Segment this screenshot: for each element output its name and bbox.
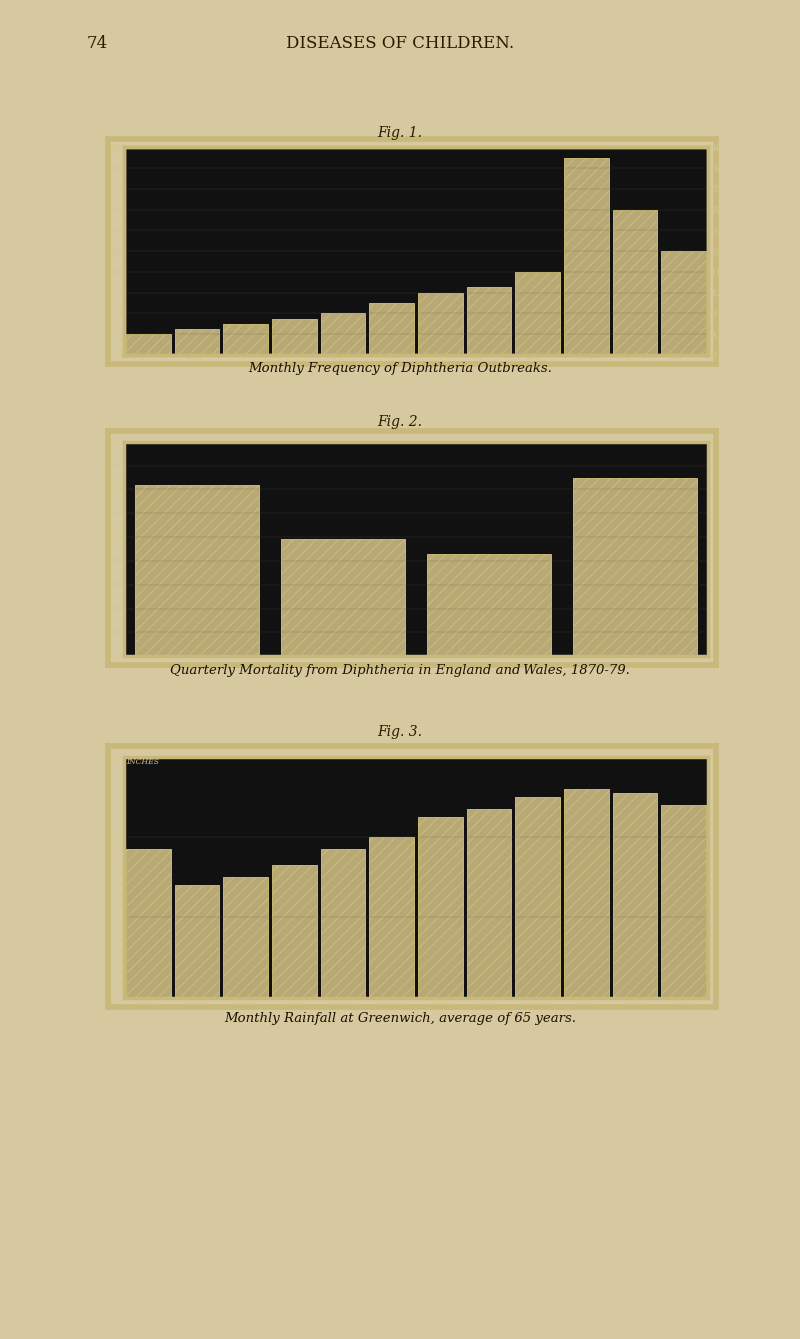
- Bar: [427, 554, 551, 656]
- Bar: [174, 885, 219, 998]
- Bar: [272, 865, 317, 998]
- Bar: [613, 209, 658, 355]
- Bar: [466, 809, 511, 998]
- Bar: [223, 324, 268, 355]
- Bar: [126, 849, 170, 998]
- Bar: [370, 837, 414, 998]
- Bar: [126, 333, 170, 355]
- Bar: [223, 877, 268, 998]
- Bar: [281, 540, 405, 656]
- Bar: [662, 250, 706, 355]
- Bar: [418, 292, 462, 355]
- Bar: [515, 272, 560, 355]
- Bar: [370, 303, 414, 355]
- Bar: [613, 793, 658, 998]
- Text: Monthly Rainfall at Greenwich, average of 65 years.: Monthly Rainfall at Greenwich, average o…: [224, 1012, 576, 1024]
- Bar: [662, 805, 706, 998]
- Bar: [515, 797, 560, 998]
- Text: Fig. 1.: Fig. 1.: [378, 126, 422, 139]
- Text: 74: 74: [86, 35, 108, 52]
- Bar: [573, 478, 697, 656]
- Bar: [174, 329, 219, 355]
- Bar: [564, 158, 609, 355]
- Bar: [321, 849, 366, 998]
- Text: DISEASES OF CHILDREN.: DISEASES OF CHILDREN.: [286, 35, 514, 52]
- Bar: [564, 789, 609, 998]
- Text: INCHES: INCHES: [126, 758, 159, 766]
- Bar: [321, 313, 366, 355]
- Text: Quarterly Mortality from Diphtheria in England and Wales, 1870-79.: Quarterly Mortality from Diphtheria in E…: [170, 664, 630, 676]
- Bar: [135, 485, 259, 656]
- Bar: [418, 817, 462, 998]
- Text: Monthly Frequency of Diphtheria Outbreaks.: Monthly Frequency of Diphtheria Outbreak…: [248, 363, 552, 375]
- Text: Fig. 2.: Fig. 2.: [378, 415, 422, 428]
- Bar: [272, 319, 317, 355]
- Text: Fig. 3.: Fig. 3.: [378, 726, 422, 739]
- Bar: [466, 288, 511, 355]
